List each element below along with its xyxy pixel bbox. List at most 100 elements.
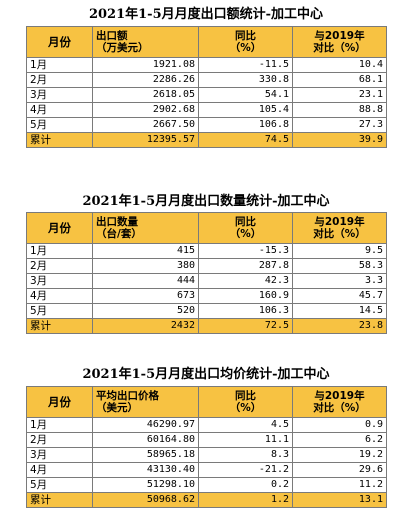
header-row: 月份 出口数量 （台/套） 同比 （%） 与2019年 对比（%） xyxy=(26,212,387,244)
value-cell: 415 xyxy=(92,243,199,259)
yoy-cell: -11.5 xyxy=(198,57,293,73)
month-cell: 2月 xyxy=(26,432,93,448)
yoy-header: 同比 （%） xyxy=(198,212,293,244)
vs-2019-header: 与2019年 对比（%） xyxy=(292,212,387,244)
value-cell: 46290.97 xyxy=(92,417,199,433)
export-quantity-section: 2021年1-5月月度出口数量统计-加工中心 月份 出口数量 （台/套） 同比 （%… xyxy=(26,192,387,334)
month-cell: 1月 xyxy=(26,417,93,433)
yoy-cell: 105.4 xyxy=(198,102,293,118)
table-title: 2021年1-5月月度出口数量统计-加工中心 xyxy=(82,194,330,209)
table-title: 2021年1-5月月度出口额统计-加工中心 xyxy=(88,7,324,22)
total-vs-2019: 13.1 xyxy=(292,492,387,508)
total-yoy: 1.2 xyxy=(198,492,293,508)
table-row: 1月 46290.97 4.5 0.9 xyxy=(26,417,387,433)
table-row: 5月 51298.10 0.2 11.2 xyxy=(26,477,387,493)
month-cell: 4月 xyxy=(26,462,93,478)
value-cell: 2667.50 xyxy=(92,117,199,133)
yoy-cell: 42.3 xyxy=(198,273,293,289)
vs-2019-cell: 0.9 xyxy=(292,417,387,433)
yoy-cell: 287.8 xyxy=(198,258,293,274)
month-cell: 1月 xyxy=(26,57,93,73)
month-header: 月份 xyxy=(26,26,93,58)
total-vs-2019: 23.8 xyxy=(292,318,387,334)
total-vs-2019: 39.9 xyxy=(292,132,387,148)
value-cell: 2902.68 xyxy=(92,102,199,118)
table-row: 4月 2902.68 105.4 88.8 xyxy=(26,102,387,118)
export-price-section: 2021年1-5月月度出口均价统计-加工中心 月份 平均出口价格 （美元） 同比（… xyxy=(26,364,387,508)
month-cell: 5月 xyxy=(26,477,93,493)
yoy-cell: 54.1 xyxy=(198,87,293,103)
total-value: 12395.57 xyxy=(92,132,199,148)
export-value-header: 出口额 （万美元） xyxy=(92,26,199,58)
total-label: 累计 xyxy=(26,132,93,148)
table-row: 1月 415 -15.3 9.5 xyxy=(26,243,387,259)
value-cell: 673 xyxy=(92,288,199,304)
table-row: 5月 2667.50 106.8 27.3 xyxy=(26,117,387,133)
export-price-table: 月份 平均出口价格 （美元） 同比 （%） 与2019年 对比（%） 1月 46290.… xyxy=(26,386,387,508)
value-cell: 2618.05 xyxy=(92,87,199,103)
value-cell: 51298.10 xyxy=(92,477,199,493)
yoy-cell: 106.3 xyxy=(198,303,293,319)
month-header: 月份 xyxy=(26,212,93,244)
yoy-header: 同比 （%） xyxy=(198,26,293,58)
yoy-cell: -21.2 xyxy=(198,462,293,478)
table-row: 1月 1921.08 -11.5 10.4 xyxy=(26,57,387,73)
value-cell: 58965.18 xyxy=(92,447,199,463)
yoy-cell: 4.5 xyxy=(198,417,293,433)
month-cell: 5月 xyxy=(26,303,93,319)
vs-2019-cell: 9.5 xyxy=(292,243,387,259)
table-row: 4月 673 160.9 45.7 xyxy=(26,288,387,304)
vs-2019-cell: 3.3 xyxy=(292,273,387,289)
export-quantity-header: 出口数量 （台/套） xyxy=(92,212,199,244)
table-title: 2021年1-5月月度出口均价统计-加工中心 xyxy=(82,367,330,382)
total-yoy: 74.5 xyxy=(198,132,293,148)
yoy-cell: 106.8 xyxy=(198,117,293,133)
value-cell: 520 xyxy=(92,303,199,319)
export-quantity-table: 月份 出口数量 （台/套） 同比 （%） 与2019年 对比（%） 1月 415 -15.… xyxy=(26,212,387,334)
vs-2019-header: 与2019年 对比（%） xyxy=(292,386,387,418)
value-cell: 1921.08 xyxy=(92,57,199,73)
value-cell: 380 xyxy=(92,258,199,274)
total-value: 50968.62 xyxy=(92,492,199,508)
vs-2019-cell: 68.1 xyxy=(292,72,387,88)
total-label: 累计 xyxy=(26,318,93,334)
table-row: 2月 2286.26 330.8 68.1 xyxy=(26,72,387,88)
value-cell: 444 xyxy=(92,273,199,289)
vs-2019-cell: 11.2 xyxy=(292,477,387,493)
month-cell: 3月 xyxy=(26,273,93,289)
table-row: 3月 58965.18 8.3 19.2 xyxy=(26,447,387,463)
total-value: 2432 xyxy=(92,318,199,334)
total-label: 累计 xyxy=(26,492,93,508)
vs-2019-cell: 88.8 xyxy=(292,102,387,118)
vs-2019-cell: 58.3 xyxy=(292,258,387,274)
vs-2019-cell: 27.3 xyxy=(292,117,387,133)
yoy-cell: 11.1 xyxy=(198,432,293,448)
header-row: 月份 出口额 （万美元） 同比 （%） 与2019年 对比（%） xyxy=(26,26,387,58)
month-cell: 1月 xyxy=(26,243,93,259)
vs-2019-header: 与2019年 对比（%） xyxy=(292,26,387,58)
month-cell: 4月 xyxy=(26,288,93,304)
header-row: 月份 平均出口价格 （美元） 同比 （%） 与2019年 对比（%） xyxy=(26,386,387,418)
yoy-header: 同比 （%） xyxy=(198,386,293,418)
export-value-section: 2021年1-5月月度出口额统计-加工中心 月份 出口额 （万美元） 同比 （%） … xyxy=(26,4,387,148)
table-row: 5月 520 106.3 14.5 xyxy=(26,303,387,319)
avg-price-header: 平均出口价格 （美元） xyxy=(92,386,199,418)
month-cell: 3月 xyxy=(26,87,93,103)
value-cell: 2286.26 xyxy=(92,72,199,88)
month-cell: 3月 xyxy=(26,447,93,463)
value-cell: 43130.40 xyxy=(92,462,199,478)
month-header: 月份 xyxy=(26,386,93,418)
vs-2019-cell: 10.4 xyxy=(292,57,387,73)
vs-2019-cell: 19.2 xyxy=(292,447,387,463)
yoy-cell: 0.2 xyxy=(198,477,293,493)
total-row: 累计 2432 72.5 23.8 xyxy=(26,318,387,334)
vs-2019-cell: 6.2 xyxy=(292,432,387,448)
month-cell: 5月 xyxy=(26,117,93,133)
total-row: 累计 12395.57 74.5 39.9 xyxy=(26,132,387,148)
export-value-table: 月份 出口额 （万美元） 同比 （%） 与2019年 对比（%） 1月 1921.08-… xyxy=(26,26,387,148)
vs-2019-cell: 23.1 xyxy=(292,87,387,103)
yoy-cell: 330.8 xyxy=(198,72,293,88)
vs-2019-cell: 29.6 xyxy=(292,462,387,478)
table-row: 3月 444 42.3 3.3 xyxy=(26,273,387,289)
total-row: 累计 50968.62 1.2 13.1 xyxy=(26,492,387,508)
